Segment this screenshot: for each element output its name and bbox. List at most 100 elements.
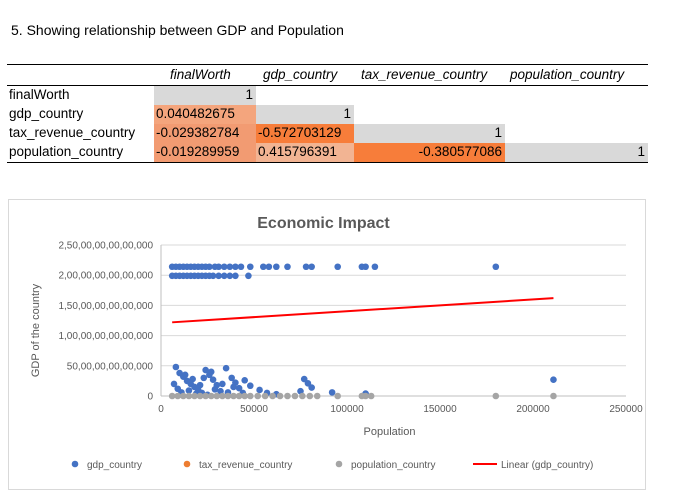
legend-label: gdp_country [87, 460, 142, 471]
table-row: tax_revenue_country -0.029382784 -0.5727… [7, 124, 648, 143]
data-point-gdp-country [211, 386, 219, 393]
data-point-population-country [235, 392, 243, 400]
column-header: gdp_country [263, 67, 338, 82]
data-point-population-country [306, 392, 314, 400]
data-point-population-country [313, 392, 321, 400]
data-point-gdp-country [202, 366, 209, 374]
scatter-chart: Economic Impact 0 50,00,00,00,00,000 1,00,0… [30, 215, 643, 471]
data-point-population-country [269, 392, 276, 400]
data-point-gdp-country [265, 263, 273, 271]
x-tick-label: 0 [158, 404, 164, 415]
legend-label: population_country [351, 460, 436, 471]
data-point-gdp-country [226, 263, 234, 271]
y-tick-label: 50,00,00,00,00,000 [67, 361, 154, 372]
table-row: finalWorth 1 [7, 86, 648, 105]
data-point-gdp-country [260, 263, 267, 271]
table-cell: -0.572703129 [256, 124, 354, 143]
data-point-gdp-country [209, 272, 217, 280]
data-point-population-country [334, 392, 342, 400]
data-point-gdp-country [228, 374, 235, 382]
data-point-population-country [213, 392, 221, 400]
data-point-gdp-country [246, 263, 254, 271]
column-header: tax_revenue_country [361, 67, 488, 82]
data-point-gdp-country [200, 374, 208, 382]
data-point-population-country [180, 392, 187, 400]
data-point-population-country [219, 392, 226, 400]
table-row: gdp_country 0.040482675 1 [7, 105, 648, 124]
table-cell: -0.380577086 [354, 143, 505, 162]
data-point-gdp-country [209, 376, 217, 383]
x-tick-label: 100000 [330, 404, 364, 415]
data-point-gdp-country [220, 272, 228, 280]
data-point-gdp-country [232, 263, 239, 271]
chart-container[interactable]: Economic Impact 0 50,00,00,00,00,000 1,00,0… [8, 199, 646, 490]
data-point-gdp-country [219, 380, 226, 388]
table-cell: 1 [505, 143, 648, 162]
data-point-gdp-country [302, 263, 310, 271]
data-point-gdp-country [256, 386, 263, 394]
data-point-gdp-country [308, 263, 315, 271]
data-point-population-country [241, 392, 248, 400]
y-tick-label: 0 [147, 392, 153, 403]
column-header: population_country [510, 67, 625, 82]
data-point-gdp-country [172, 363, 180, 371]
data-point-gdp-country [235, 384, 243, 392]
correlation-table: finalWorth gdp_country tax_revenue_count… [7, 64, 648, 163]
table-cell: -0.019289959 [154, 143, 256, 162]
row-label: population_country [9, 144, 124, 159]
x-tick-label: 50000 [240, 404, 268, 415]
data-point-population-country [362, 392, 369, 400]
data-point-population-country [246, 392, 254, 400]
data-point-gdp-country [170, 380, 178, 388]
data-point-population-country [261, 392, 269, 400]
data-point-population-country [168, 392, 176, 400]
data-point-gdp-country [492, 263, 500, 271]
data-point-gdp-country [273, 263, 280, 271]
data-point-gdp-country [215, 263, 222, 271]
data-point-population-country [174, 392, 182, 400]
data-point-gdp-country [362, 263, 369, 271]
y-tick-label: 2,50,00,00,00,00,000 [58, 241, 153, 252]
legend-label: Linear (gdp_country) [501, 460, 593, 471]
x-tick-label: 150000 [423, 404, 457, 415]
data-point-population-country [202, 392, 209, 400]
table-cell: 1 [154, 86, 256, 105]
data-point-population-country [284, 392, 291, 400]
data-point-gdp-country [185, 387, 193, 394]
data-point-gdp-country [550, 376, 557, 383]
data-point-gdp-country [245, 272, 252, 280]
data-point-gdp-country [220, 263, 228, 271]
data-point-gdp-country [284, 263, 291, 271]
data-point-gdp-country [181, 371, 189, 379]
y-tick-label: 2,00,00,00,00,00,000 [58, 271, 153, 282]
table-cell: 1 [256, 105, 354, 124]
table-row: population_country -0.019289959 0.415796… [7, 143, 648, 162]
table-cell: 0.040482675 [154, 105, 256, 124]
chart-title: Economic Impact [257, 215, 390, 232]
data-point-gdp-country [304, 380, 312, 387]
data-point-gdp-country [308, 384, 315, 391]
data-point-population-country [276, 392, 284, 400]
legend-marker [335, 460, 343, 468]
data-point-population-country [230, 392, 237, 400]
data-point-population-country [191, 392, 198, 400]
x-tick-label: 250000 [609, 404, 643, 415]
data-point-gdp-country [300, 375, 308, 383]
column-header: finalWorth [170, 67, 231, 82]
row-label: finalWorth [9, 87, 70, 102]
data-point-gdp-country [230, 383, 237, 391]
data-point-population-country [254, 392, 262, 400]
table-cell: 1 [354, 124, 505, 143]
data-point-population-country [492, 392, 500, 400]
row-label: gdp_country [9, 106, 84, 121]
data-point-gdp-country [215, 272, 222, 280]
data-point-gdp-country [207, 368, 215, 376]
table-header-row: finalWorth gdp_country tax_revenue_count… [7, 65, 648, 86]
legend-marker [183, 460, 191, 468]
y-tick-label: 1,00,00,00,00,00,000 [58, 331, 153, 342]
x-axis-title: Population [364, 426, 416, 438]
legend-label: tax_revenue_country [199, 460, 292, 471]
y-axis-title: GDP of the country [30, 283, 42, 377]
trendline [172, 297, 554, 324]
data-point-gdp-country [226, 272, 234, 280]
